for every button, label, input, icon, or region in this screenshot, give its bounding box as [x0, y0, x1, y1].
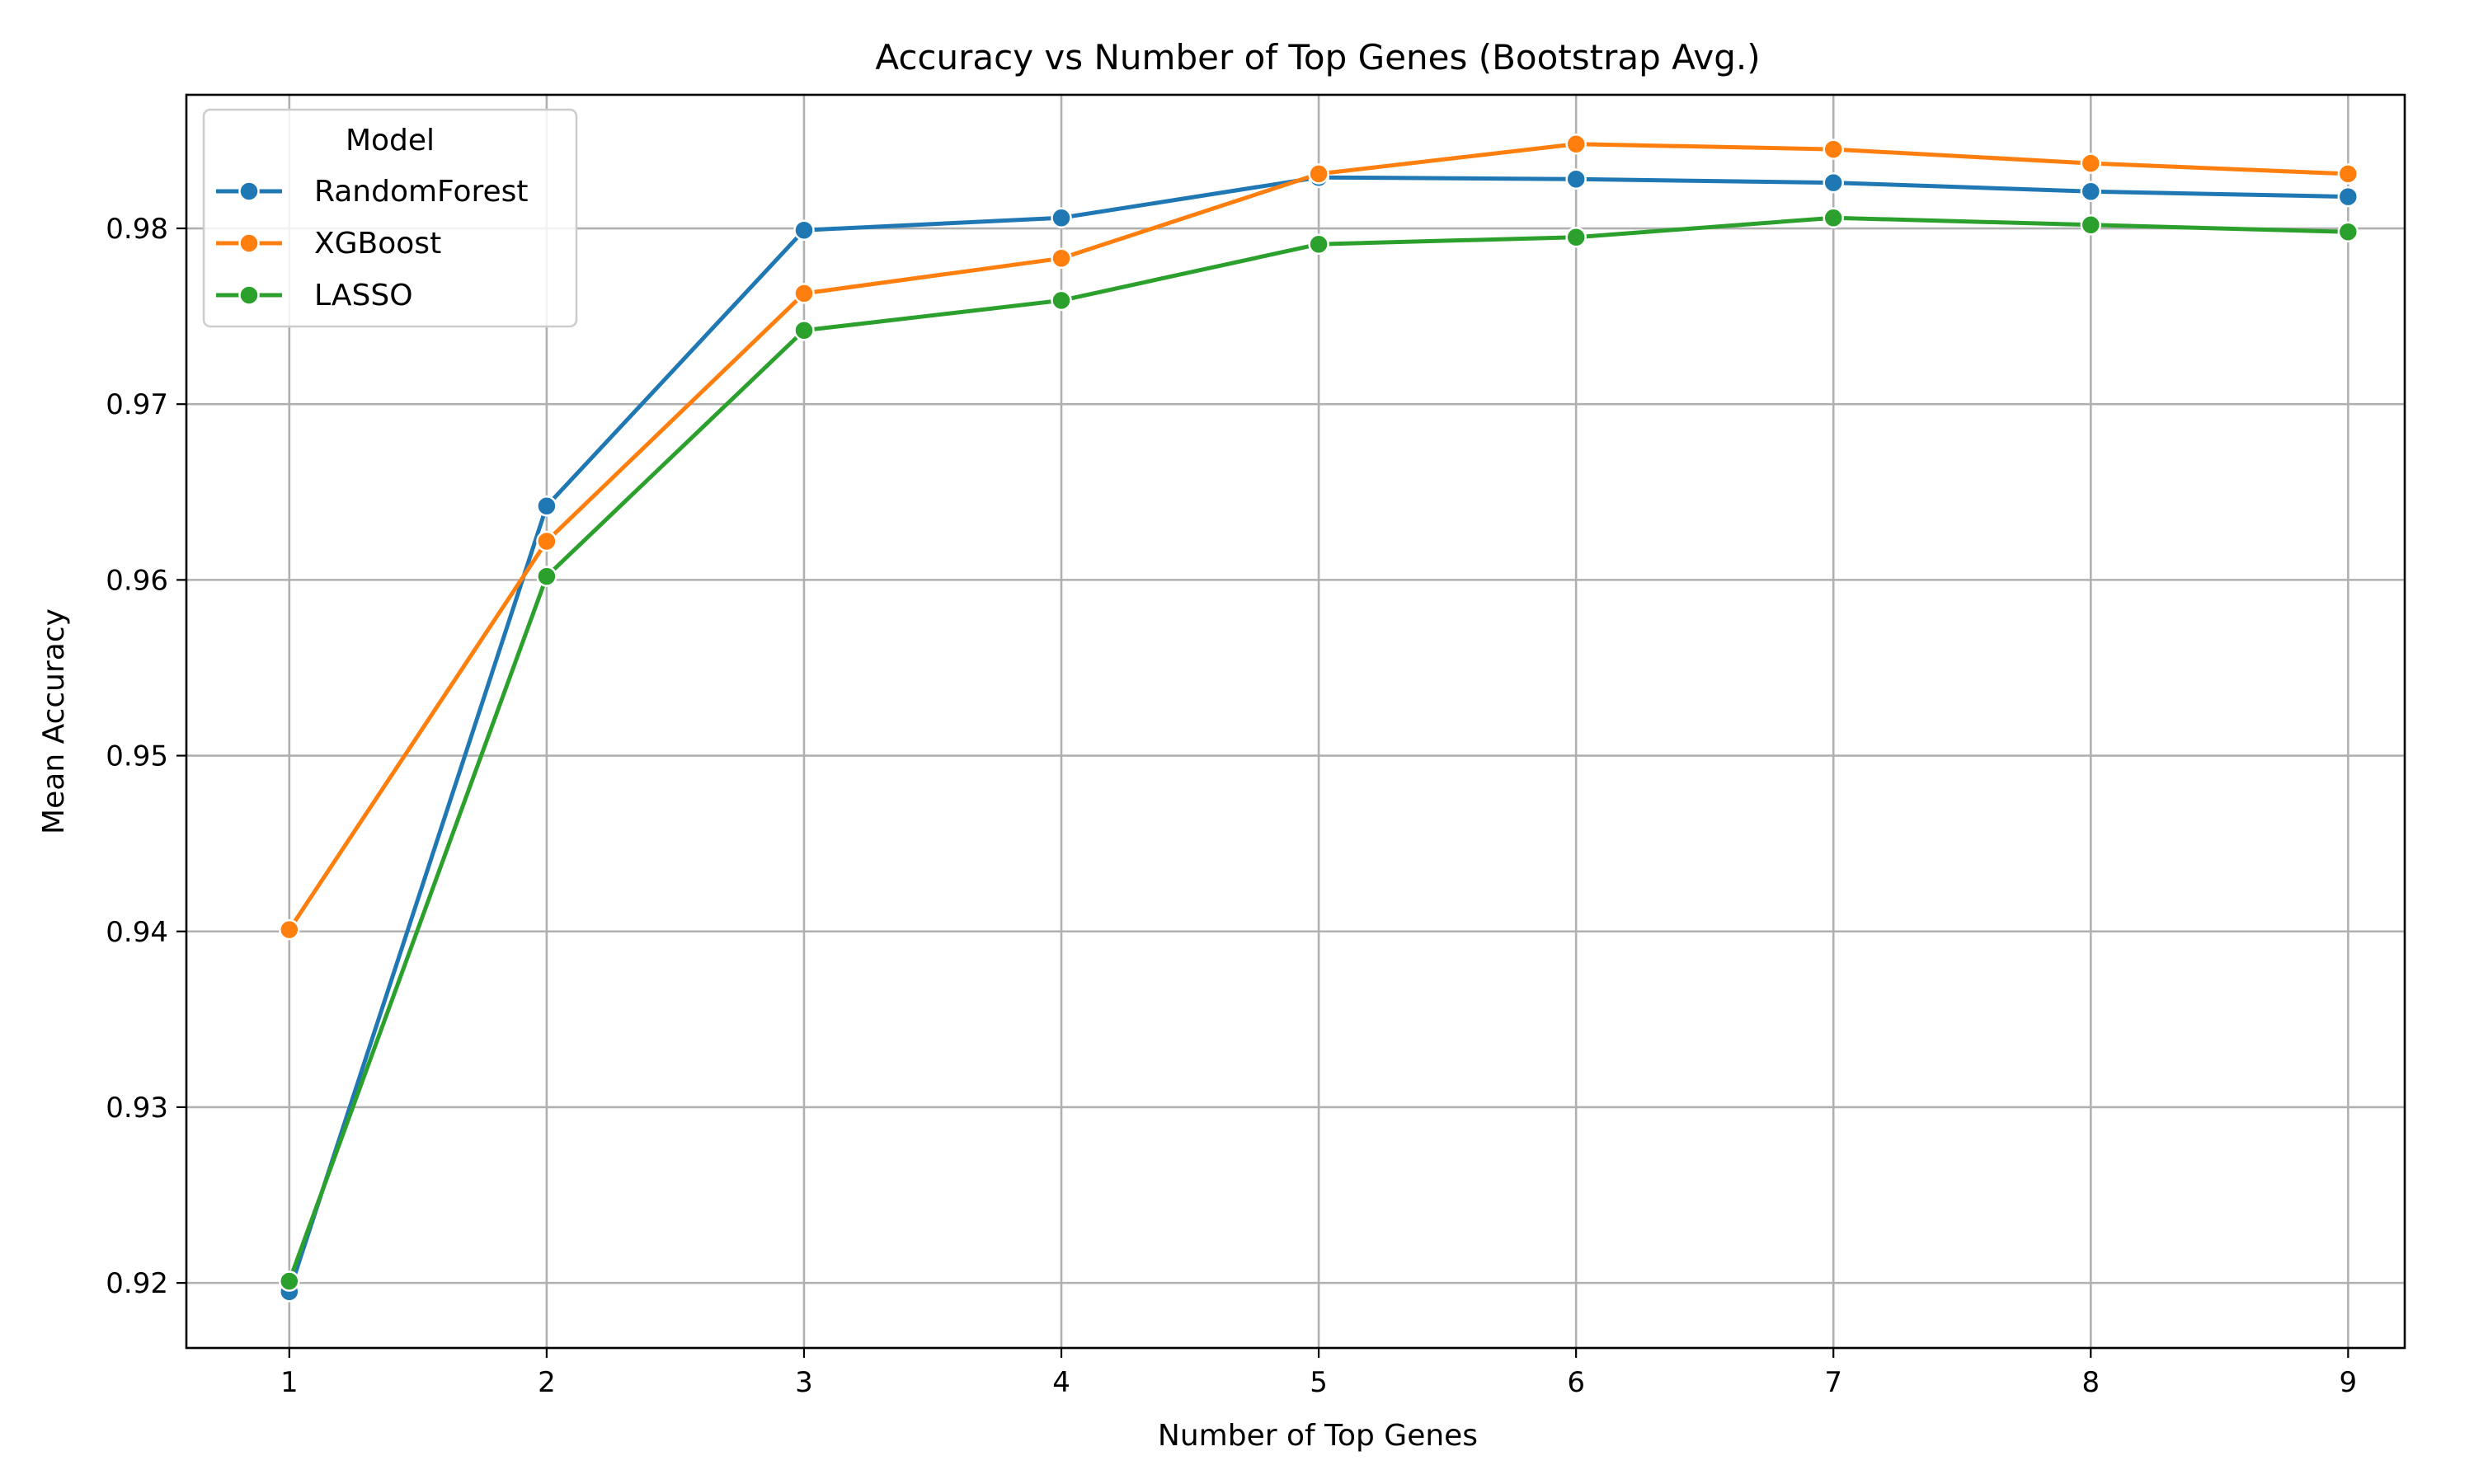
- legend-marker: [238, 284, 260, 306]
- x-tick-label: 6: [1567, 1366, 1585, 1399]
- series-lines: [279, 133, 2359, 1303]
- y-tick-label: 0.97: [106, 388, 168, 421]
- y-axis-label: Mean Accuracy: [37, 608, 71, 834]
- data-point-lasso: [1308, 233, 1329, 255]
- data-point-xgboost: [1565, 133, 1587, 155]
- x-tick-label: 1: [280, 1366, 299, 1399]
- legend-title: Model: [346, 124, 435, 157]
- y-tick-label: 0.94: [106, 916, 168, 949]
- data-point-lasso: [279, 1270, 300, 1292]
- data-point-xgboost: [1823, 139, 1844, 160]
- chart-title: Accuracy vs Number of Top Genes (Bootstr…: [875, 37, 1760, 77]
- x-tick-label: 8: [2081, 1366, 2100, 1399]
- data-point-xgboost: [1308, 163, 1329, 185]
- data-point-xgboost: [2337, 163, 2359, 185]
- legend: Model RandomForest XGBoost LASSO: [202, 108, 578, 328]
- data-point-randomforest: [1823, 171, 1844, 194]
- x-tick-label: 3: [795, 1366, 813, 1399]
- legend-label: LASSO: [314, 279, 413, 312]
- data-point-lasso: [1823, 207, 1844, 228]
- data-point-lasso: [793, 319, 815, 341]
- legend-entry-lasso: LASSO: [216, 279, 413, 312]
- series-xgboost: [279, 133, 2359, 941]
- y-axis-ticks: 0.92 0.93 0.94 0.95 0.96 0.97 0.98: [106, 213, 186, 1300]
- y-tick-label: 0.98: [106, 213, 168, 246]
- x-tick-label: 5: [1310, 1366, 1328, 1399]
- data-point-randomforest: [2080, 181, 2102, 203]
- data-point-xgboost: [1051, 247, 1072, 270]
- x-tick-label: 4: [1052, 1366, 1070, 1399]
- legend-entry-randomforest: RandomForest: [216, 175, 529, 209]
- data-point-randomforest: [2337, 186, 2359, 208]
- y-tick-label: 0.93: [106, 1092, 168, 1125]
- data-point-randomforest: [793, 219, 815, 241]
- x-axis-ticks: 1 2 3 4 5 6 7 8 9: [280, 1348, 2357, 1399]
- data-point-lasso: [1051, 289, 1072, 312]
- data-point-lasso: [536, 566, 557, 587]
- data-point-randomforest: [1565, 168, 1587, 190]
- legend-label: RandomForest: [314, 175, 529, 209]
- legend-label: XGBoost: [314, 227, 441, 261]
- y-tick-label: 0.95: [106, 740, 168, 773]
- data-point-randomforest: [536, 495, 557, 517]
- data-point-randomforest: [1051, 207, 1072, 228]
- y-tick-label: 0.92: [106, 1267, 168, 1300]
- plot-frame: [185, 93, 2406, 1350]
- legend-entry-xgboost: XGBoost: [216, 227, 441, 261]
- data-point-xgboost: [536, 530, 557, 552]
- x-tick-label: 2: [538, 1366, 556, 1399]
- x-tick-label: 7: [1824, 1366, 1842, 1399]
- data-point-lasso: [2080, 214, 2102, 236]
- series-lasso: [279, 207, 2359, 1292]
- legend-marker: [238, 181, 260, 202]
- data-point-lasso: [2337, 221, 2359, 243]
- x-tick-label: 9: [2340, 1366, 2358, 1399]
- x-axis-label: Number of Top Genes: [1158, 1419, 1478, 1453]
- data-point-xgboost: [2080, 153, 2102, 174]
- data-point-xgboost: [793, 283, 815, 304]
- data-point-lasso: [1565, 226, 1587, 248]
- legend-box: [202, 108, 578, 328]
- legend-entries: RandomForest XGBoost LASSO: [216, 175, 529, 312]
- y-tick-label: 0.96: [106, 564, 168, 597]
- legend-marker: [238, 232, 260, 254]
- data-point-xgboost: [279, 918, 300, 941]
